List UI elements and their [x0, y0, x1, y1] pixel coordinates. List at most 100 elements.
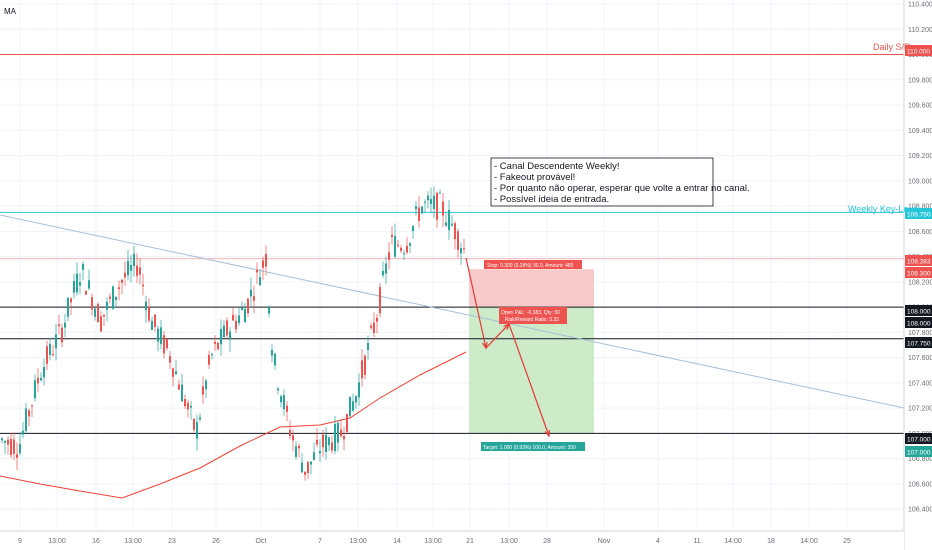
candle-body — [142, 284, 144, 287]
candle-body — [217, 342, 219, 350]
candle-body — [286, 405, 288, 412]
candle-body — [130, 265, 132, 271]
candle-body — [358, 382, 360, 398]
time-tick-label: 9 — [18, 538, 22, 545]
price-tick-label: 109.600 — [908, 103, 932, 110]
candle-body — [55, 334, 57, 349]
candle-body — [25, 408, 27, 432]
candle-body — [259, 277, 261, 286]
stop-badge-value: 108.383 — [907, 259, 931, 266]
candle-body — [373, 322, 375, 334]
candle-body — [355, 396, 357, 403]
weekly-key-label: Weekly Key-Level — [848, 204, 920, 214]
daily-sr-value: 110.000 — [907, 49, 930, 56]
price-tick-label: 106.800 — [908, 456, 932, 463]
candle-body — [31, 405, 33, 407]
candle-body — [292, 435, 294, 441]
stop-label-box[interactable] — [484, 260, 582, 269]
candle-body — [97, 304, 99, 323]
time-tick-label: 21 — [466, 538, 474, 545]
position-zones — [469, 269, 594, 434]
level-2-badge — [905, 337, 932, 348]
price-tick-label: 107.800 — [908, 330, 932, 337]
candle-body — [316, 439, 318, 445]
candle-body — [319, 450, 321, 454]
candle-body — [301, 462, 303, 473]
candle-body — [370, 325, 372, 328]
candle-body — [178, 384, 180, 390]
candle-body — [16, 454, 18, 458]
price-tick-label: 109.000 — [908, 178, 932, 185]
candle-body — [283, 395, 285, 410]
candle-body — [220, 329, 222, 345]
candle-body — [403, 253, 405, 255]
candle-body — [337, 422, 339, 443]
candle-body — [145, 301, 147, 311]
candle-body — [157, 328, 159, 342]
candle-body — [376, 317, 378, 322]
candle-body — [397, 244, 399, 246]
candle-body — [70, 298, 72, 303]
stop-badge — [905, 255, 932, 266]
moving-average — [0, 351, 467, 499]
candle-body — [205, 380, 207, 390]
candle-body — [418, 207, 420, 221]
candle-body — [304, 471, 306, 475]
candle-body — [112, 286, 114, 309]
candle-body — [202, 386, 204, 395]
target-label-box[interactable] — [481, 442, 585, 451]
candle-body — [46, 346, 48, 364]
price-tick-label: 106.600 — [908, 481, 932, 488]
candle-body — [439, 192, 441, 194]
candle-body — [307, 461, 309, 473]
candle-body — [406, 245, 408, 253]
candle-body — [295, 446, 297, 457]
time-tick-label: Nov — [598, 538, 611, 545]
candle-body — [382, 270, 384, 276]
time-tick-label: 13:00 — [349, 538, 367, 545]
candle-body — [124, 272, 126, 278]
arrow-head-1 — [482, 341, 488, 350]
candle-body — [454, 223, 456, 240]
candle-body — [334, 423, 336, 451]
candle-body — [463, 248, 465, 250]
indicator-label[interactable]: MA — [4, 7, 17, 16]
time-tick-label: 18 — [767, 538, 775, 545]
annotation-note[interactable] — [490, 157, 714, 207]
candle-body — [322, 434, 324, 448]
candle-body — [310, 461, 312, 465]
candle-body — [253, 296, 255, 301]
candle-body — [106, 301, 108, 310]
level-3-badge — [905, 433, 932, 444]
candle-body — [139, 267, 141, 275]
candle-body — [274, 353, 276, 366]
candle-body — [184, 399, 186, 407]
candle-body — [151, 320, 153, 330]
time-axis[interactable] — [0, 531, 904, 550]
weekly-key-badge — [905, 208, 932, 219]
candle-body — [94, 308, 96, 317]
price-tick-label: 107.400 — [908, 380, 932, 387]
candle-body — [328, 437, 330, 446]
candle-body — [247, 298, 249, 314]
time-tick-label: 11 — [693, 538, 700, 545]
time-tick-label: 13:00 — [424, 538, 442, 545]
candle-body — [331, 442, 333, 451]
candle-body — [103, 314, 105, 317]
entry-badge-value: 108.000 — [907, 321, 931, 328]
candle-body — [325, 434, 327, 453]
candle-body — [280, 396, 282, 403]
candle-body — [166, 339, 168, 349]
candle-body — [388, 252, 390, 260]
time-tick-label: 25 — [843, 538, 851, 545]
level-1-value: 108.000 — [907, 309, 931, 316]
candle-body — [391, 234, 393, 238]
candle-body — [58, 324, 60, 327]
candle-body — [91, 297, 93, 310]
entry-label-box[interactable] — [499, 307, 567, 324]
candle-body — [175, 371, 177, 375]
price-tick-label: 109.400 — [908, 128, 932, 135]
candle-body — [52, 354, 54, 356]
candle-body — [313, 452, 315, 460]
